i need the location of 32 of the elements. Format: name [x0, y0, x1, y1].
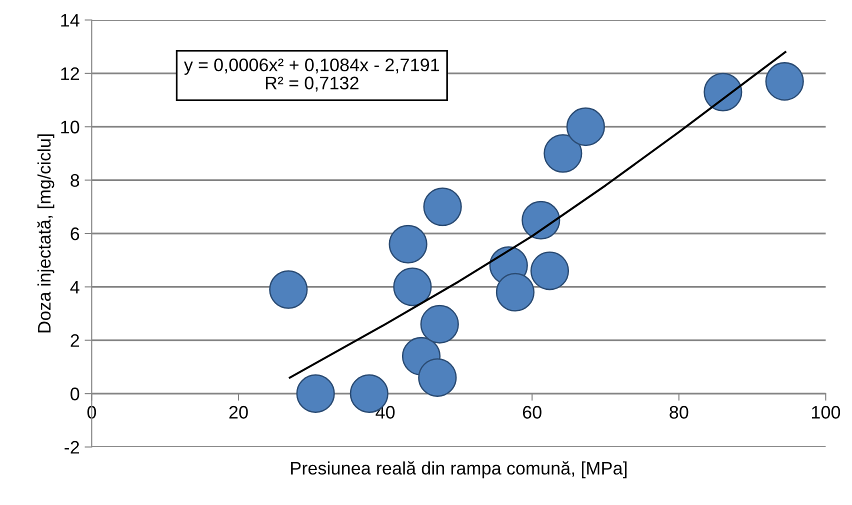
point [393, 268, 432, 306]
y-tick-label: 10 [61, 120, 80, 134]
x-tick-label: 60 [522, 406, 542, 419]
point [522, 200, 560, 240]
x-tick-label: 80 [670, 406, 688, 419]
y-tick-label: 4 [70, 280, 80, 294]
point [269, 270, 308, 309]
annotation: y = 0,0006x² + 0,1084x - 2,7191 R² = 0,7132 [184, 58, 440, 92]
x-tick-label: 20 [229, 406, 248, 419]
y-tick-label: -2 [64, 440, 79, 454]
y-tick-label: 6 [70, 227, 80, 240]
point [765, 62, 804, 101]
y-tick-label: 0 [70, 388, 80, 400]
y-tick-label: 14 [61, 14, 80, 27]
point [530, 252, 570, 290]
point [566, 107, 606, 146]
point [388, 224, 428, 264]
point [704, 72, 742, 112]
point [544, 134, 582, 173]
x-axis-title: Presiunea reală din rampa comună, [MPa] [291, 461, 627, 478]
point [418, 358, 457, 397]
y-axis-title: Doza injectată, [mg/ciclu] [37, 134, 54, 332]
y-tick-label: 12 [61, 67, 79, 80]
line-series [288, 50, 786, 379]
point [423, 187, 462, 226]
x-tick-label: 100 [812, 406, 840, 419]
y-tick-label: 2 [70, 334, 79, 347]
point [420, 304, 459, 344]
point [496, 272, 535, 312]
y-tick-label: 8 [70, 174, 80, 187]
point [296, 374, 335, 413]
x-tick-label: 0 [87, 406, 96, 419]
